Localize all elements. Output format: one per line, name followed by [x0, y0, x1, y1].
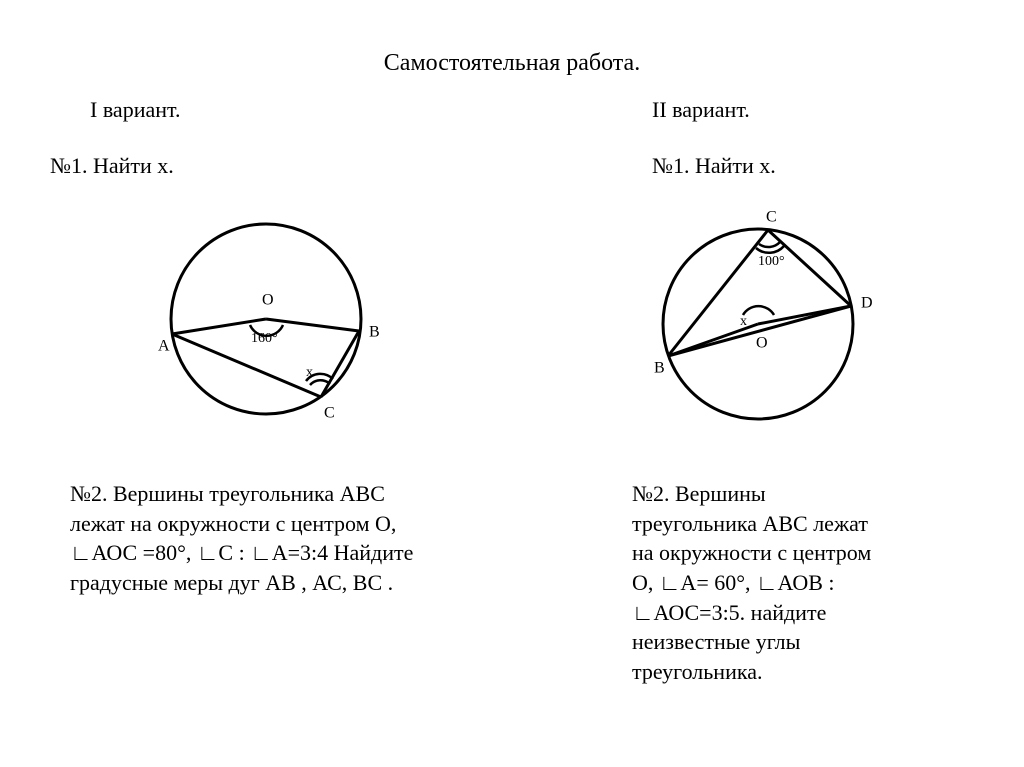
angle-center-label: 160° [251, 331, 278, 346]
variant-1-column: I вариант. №1. Найти х. О [40, 97, 492, 687]
variant-1-q2-text: №2. Вершины треугольника АВС лежат на ок… [40, 479, 420, 598]
label-D: D [861, 295, 873, 312]
angle-arc-C2 [759, 242, 780, 247]
diagram-2-svg: С D В О 100° x [618, 194, 898, 444]
page-title: Самостоятельная работа. [40, 50, 984, 77]
label-B: В [369, 324, 380, 341]
line-AC [172, 334, 321, 397]
variant-2-heading: II вариант. [532, 97, 984, 123]
label-B2: В [654, 360, 665, 377]
label-O: О [262, 292, 274, 309]
line-OD [758, 306, 851, 324]
label-C2: С [766, 209, 777, 226]
angle-unknown-label: x [306, 365, 313, 380]
label-A: А [158, 338, 170, 355]
label-O2: О [756, 335, 768, 352]
angle-unknown-label-2: x [740, 314, 747, 329]
line-CB [321, 331, 359, 397]
angle-top-label: 100° [758, 254, 785, 269]
label-C: С [324, 405, 335, 422]
variant-1-diagram: О А В С 160° x [40, 189, 492, 449]
variant-1-q1-heading: №1. Найти х. [40, 153, 492, 179]
variant-2-diagram: С D В О 100° x [532, 189, 984, 449]
variant-1-heading: I вариант. [40, 97, 492, 123]
variant-2-column: II вариант. №1. Найти х. С D В [532, 97, 984, 687]
diagram-1-svg: О А В С 160° x [126, 199, 406, 439]
angle-arc-O2 [743, 306, 774, 315]
variant-2-q1-heading: №1. Найти х. [532, 153, 984, 179]
variant-2-q2-text: №2. Вершины треугольника АВС лежат на ок… [532, 479, 892, 687]
columns: I вариант. №1. Найти х. О [40, 97, 984, 687]
